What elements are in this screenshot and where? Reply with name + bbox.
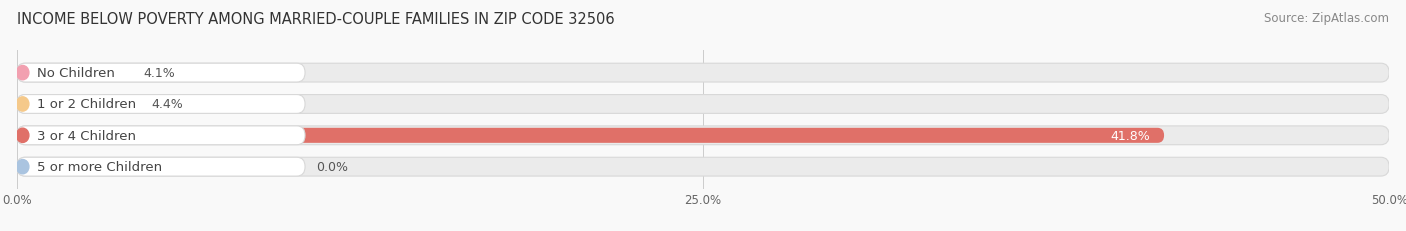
Circle shape [17, 97, 30, 112]
Text: 4.4%: 4.4% [152, 98, 183, 111]
FancyBboxPatch shape [17, 126, 305, 145]
Text: 0.0%: 0.0% [316, 161, 349, 173]
Text: INCOME BELOW POVERTY AMONG MARRIED-COUPLE FAMILIES IN ZIP CODE 32506: INCOME BELOW POVERTY AMONG MARRIED-COUPL… [17, 12, 614, 27]
FancyBboxPatch shape [17, 126, 1389, 145]
FancyBboxPatch shape [17, 128, 1164, 143]
Text: 1 or 2 Children: 1 or 2 Children [37, 98, 136, 111]
Text: No Children: No Children [37, 67, 115, 80]
FancyBboxPatch shape [17, 64, 305, 83]
FancyBboxPatch shape [17, 95, 305, 114]
Circle shape [17, 160, 30, 174]
Text: 5 or more Children: 5 or more Children [37, 161, 162, 173]
Text: 3 or 4 Children: 3 or 4 Children [37, 129, 136, 142]
Text: 4.1%: 4.1% [143, 67, 174, 80]
Text: Source: ZipAtlas.com: Source: ZipAtlas.com [1264, 12, 1389, 24]
Circle shape [17, 129, 30, 143]
Circle shape [17, 66, 30, 80]
Text: 41.8%: 41.8% [1111, 129, 1150, 142]
FancyBboxPatch shape [17, 64, 1389, 83]
FancyBboxPatch shape [17, 66, 129, 81]
FancyBboxPatch shape [17, 158, 305, 176]
FancyBboxPatch shape [17, 95, 1389, 114]
FancyBboxPatch shape [17, 158, 1389, 176]
FancyBboxPatch shape [17, 97, 138, 112]
